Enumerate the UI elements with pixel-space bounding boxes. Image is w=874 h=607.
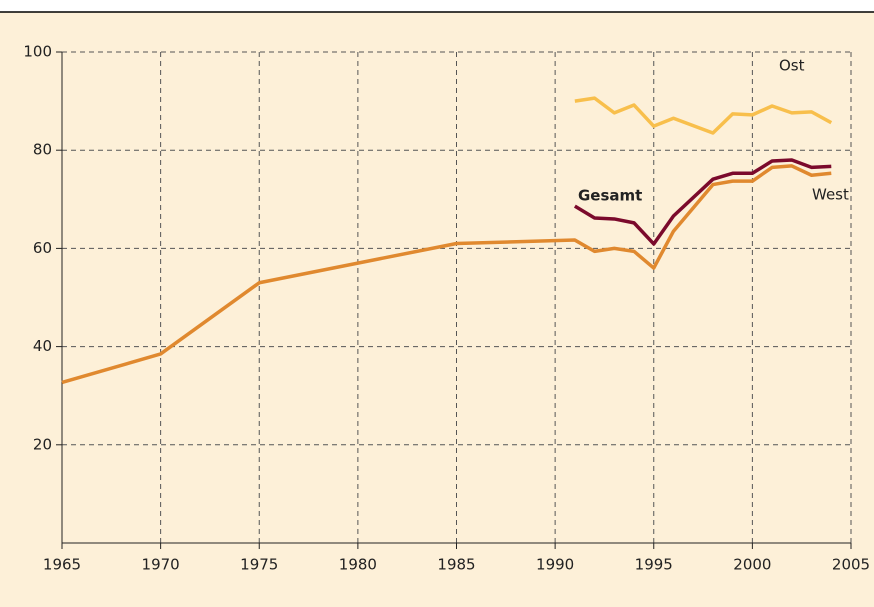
series-label: West [812, 186, 849, 204]
y-tick-label: 100 [23, 43, 52, 61]
series-label: Gesamt [578, 187, 642, 205]
series-line [61, 164, 832, 385]
y-tick-label: 20 [33, 435, 52, 453]
series-line [573, 158, 832, 246]
x-tick-label: 2005 [832, 556, 870, 574]
series-line [574, 96, 833, 135]
background [0, 12, 874, 607]
x-tick-label: 1995 [635, 556, 673, 574]
x-tick-label: 1990 [536, 556, 574, 574]
x-tick-label: 1970 [142, 556, 180, 574]
x-tick-label: 1965 [43, 556, 81, 574]
y-tick-label: 40 [33, 337, 52, 355]
y-tick-label: 60 [33, 239, 52, 257]
x-tick-label: 1985 [437, 556, 475, 574]
x-tick-label: 1975 [240, 556, 278, 574]
series-label: Ost [779, 57, 805, 75]
x-tick-label: 1980 [339, 556, 377, 574]
x-tick-label: 2000 [733, 556, 771, 574]
y-tick-label: 80 [33, 141, 52, 159]
